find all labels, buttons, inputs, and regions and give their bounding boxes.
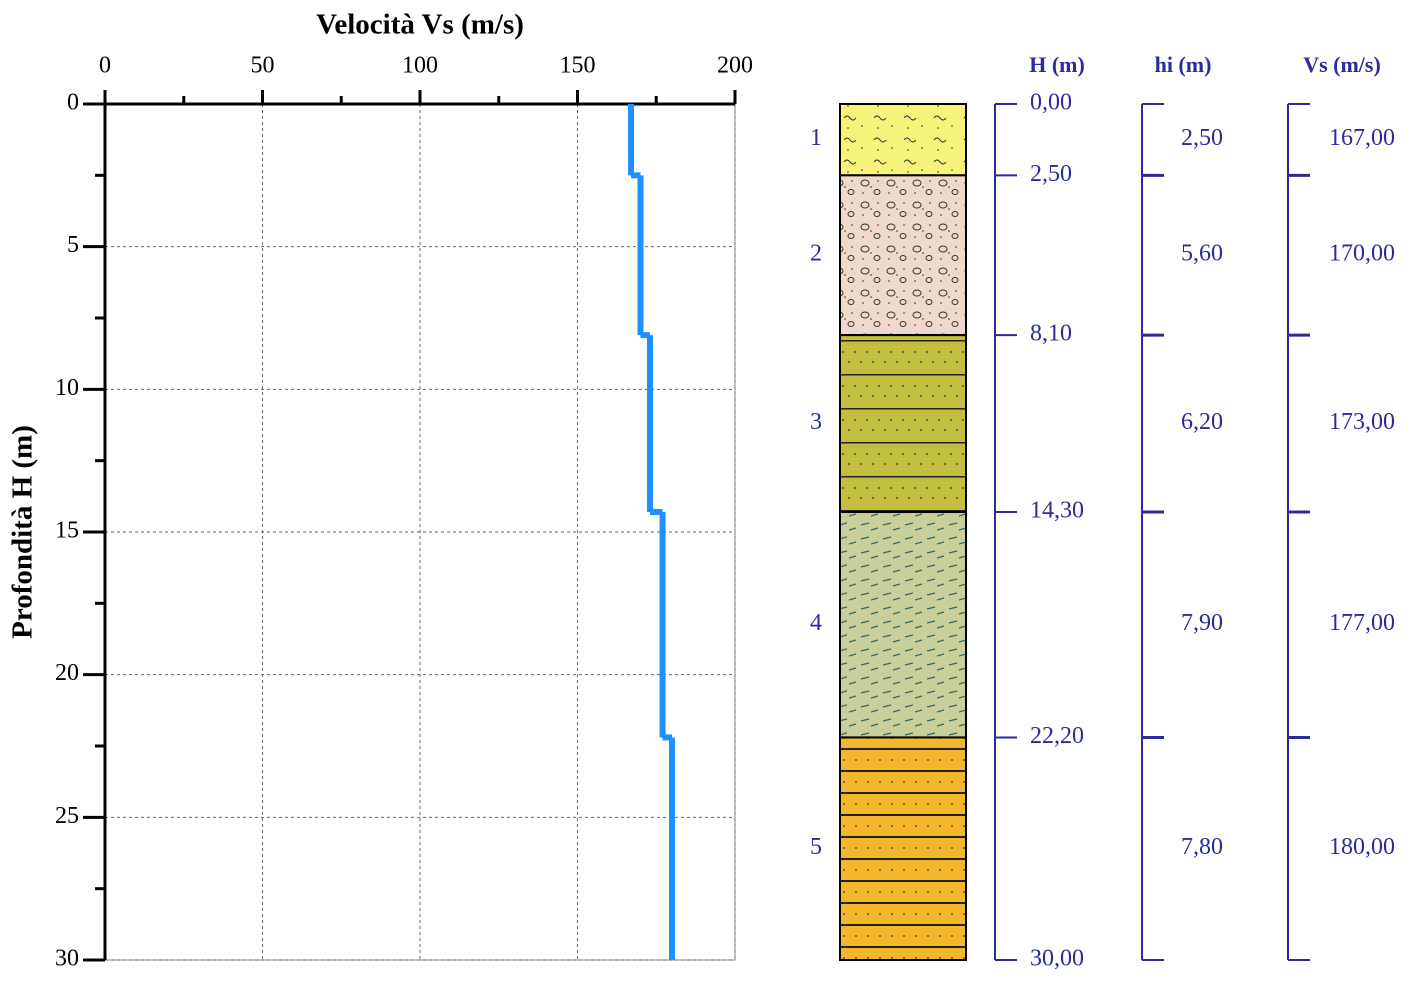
soil-layer bbox=[840, 512, 966, 737]
x-tick-label: 0 bbox=[99, 53, 111, 79]
thickness-label: 7,80 bbox=[1181, 834, 1223, 860]
chart: Velocità Vs (m/s) Profondità H (m) 05010… bbox=[0, 0, 1420, 992]
y-axis-title: Profondità H (m) bbox=[7, 425, 39, 639]
x-tick-label: 100 bbox=[402, 53, 438, 79]
x-axis-title: Velocità Vs (m/s) bbox=[316, 9, 524, 41]
column-header: hi (m) bbox=[1155, 52, 1212, 77]
depth-label: 30,00 bbox=[1030, 946, 1084, 972]
y-tick-label: 20 bbox=[55, 660, 79, 686]
soil-layer bbox=[840, 104, 966, 175]
depth-label: 8,10 bbox=[1030, 321, 1072, 347]
thickness-label: 6,20 bbox=[1181, 409, 1223, 435]
y-tick-label: 10 bbox=[55, 375, 79, 401]
y-tick-label: 25 bbox=[55, 803, 79, 829]
x-tick-label: 150 bbox=[560, 53, 596, 79]
velocity-label: 170,00 bbox=[1329, 241, 1395, 267]
depth-label: 22,20 bbox=[1030, 723, 1084, 749]
layer-number: 2 bbox=[810, 241, 822, 267]
y-tick-label: 15 bbox=[55, 518, 79, 544]
depth-label: 14,30 bbox=[1030, 498, 1084, 524]
y-tick-label: 30 bbox=[55, 946, 79, 972]
velocity-label: 167,00 bbox=[1329, 125, 1395, 151]
depth-label: 2,50 bbox=[1030, 161, 1072, 187]
x-tick-label: 200 bbox=[717, 53, 753, 79]
column-header: Vs (m/s) bbox=[1303, 52, 1381, 77]
thickness-label: 7,90 bbox=[1181, 610, 1223, 636]
soil-layer bbox=[840, 335, 966, 512]
column-header: H (m) bbox=[1029, 52, 1085, 77]
depth-label: 0,00 bbox=[1030, 90, 1072, 116]
thickness-label: 2,50 bbox=[1181, 125, 1223, 151]
x-tick-label: 50 bbox=[251, 53, 275, 79]
velocity-label: 177,00 bbox=[1329, 610, 1395, 636]
velocity-label: 180,00 bbox=[1329, 834, 1395, 860]
y-tick-label: 0 bbox=[67, 90, 79, 116]
layer-number: 4 bbox=[810, 610, 822, 636]
layer-number: 1 bbox=[810, 125, 822, 151]
soil-layer bbox=[840, 175, 966, 335]
page: Velocità Vs (m/s) Profondità H (m) 05010… bbox=[0, 0, 1420, 992]
layer-number: 3 bbox=[810, 409, 822, 435]
layer-number: 5 bbox=[810, 834, 822, 860]
y-tick-label: 5 bbox=[67, 232, 79, 258]
velocity-label: 173,00 bbox=[1329, 409, 1395, 435]
thickness-label: 5,60 bbox=[1181, 241, 1223, 267]
soil-layer bbox=[840, 737, 966, 960]
